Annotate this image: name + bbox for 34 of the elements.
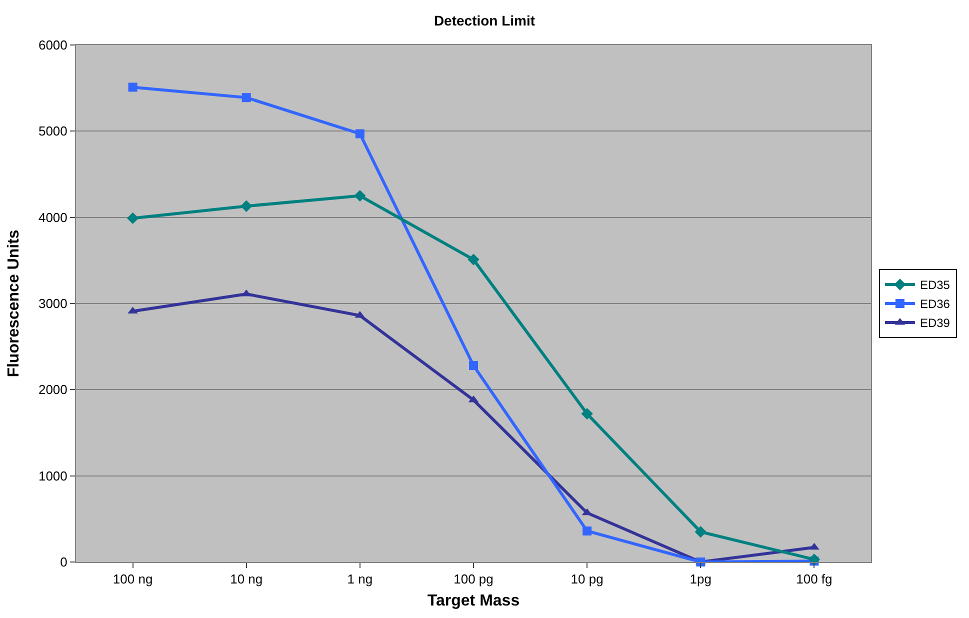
point [126, 212, 139, 224]
y-axis-title: Fluorescence Units [5, 230, 22, 378]
legend-label: ED35 [920, 278, 950, 292]
legend-label: ED39 [920, 316, 950, 330]
point [128, 306, 138, 314]
y-tick-label: 0 [60, 554, 68, 570]
point [240, 200, 252, 212]
x-tick-label: 100 pg [454, 572, 494, 587]
x-tick-label: 100 ng [112, 572, 153, 587]
y-tick-label: 3000 [38, 296, 68, 312]
point [355, 129, 364, 138]
point [582, 526, 592, 536]
x-tick-label: 10 pg [570, 572, 604, 587]
x-axis-title: Target Mass [427, 592, 520, 610]
point [469, 361, 478, 370]
x-tick-label: 10 ng [230, 572, 263, 587]
point [354, 190, 366, 202]
point [808, 554, 820, 566]
y-tick-label: 4000 [38, 210, 68, 225]
y-tick-label: 5000 [38, 124, 68, 139]
legend-label: ED36 [920, 297, 950, 312]
point [242, 93, 251, 102]
x-tick-label: 1pg [690, 572, 712, 587]
point [128, 82, 138, 92]
point [581, 408, 593, 420]
point [809, 542, 820, 550]
y-tick-label: 1000 [38, 468, 68, 484]
y-tick-label: 2000 [38, 382, 68, 398]
point [694, 526, 706, 538]
y-tick-label: 6000 [38, 38, 68, 53]
x-tick-label: 100 fg [796, 572, 832, 587]
chart-title: Detection Limit [434, 12, 536, 28]
point [468, 254, 480, 266]
x-tick-label: 1 ng [347, 572, 373, 587]
